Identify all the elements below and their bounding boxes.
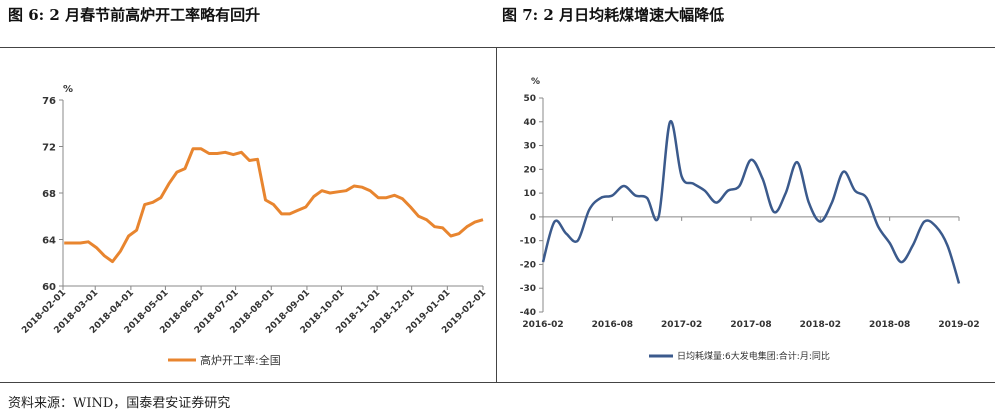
x-tick-label: 2017-02 <box>661 320 702 330</box>
x-tick-label: 2019-02 <box>938 320 979 330</box>
y-tick-label: 64 <box>42 236 56 247</box>
series-line-daily-coal-consumption <box>541 120 961 284</box>
y-tick-label: -20 <box>520 260 536 270</box>
y-axis-unit-label: % <box>63 84 73 95</box>
y-tick-label: 68 <box>42 189 56 200</box>
right-chart-panel: % -40 -30 -20 -10 0 10 20 30 40 50 2016-02 2016-08 20… <box>497 48 995 382</box>
left-chart-panel: % 60 64 68 72 76 2018-02-01 2018-03-01 2018-04-0… <box>0 48 496 382</box>
y-tick-label: -40 <box>520 308 536 318</box>
panel-divider <box>496 47 497 382</box>
x-tick-label: 2018-08 <box>869 320 910 330</box>
y-tick-label: 0 <box>530 213 536 223</box>
top-rule <box>0 47 995 48</box>
y-tick-label: 76 <box>42 96 56 107</box>
y-tick-label: 50 <box>523 94 536 104</box>
y-tick-label: 30 <box>523 142 536 152</box>
blast-furnace-utilization-chart: %60646872762018-02-012018-03-012018-04-0… <box>20 84 488 367</box>
y-tick-label: -30 <box>520 284 536 294</box>
x-tick-label: 2018-02 <box>800 320 841 330</box>
y-tick-label: 72 <box>42 143 56 154</box>
legend-label: 高炉开工率:全国 <box>200 353 281 367</box>
y-tick-label: 10 <box>523 189 536 199</box>
series-line-blast-furnace-utilization <box>64 147 484 264</box>
left-figure-title: 图 6: 2 月春节前高炉开工率略有回升 <box>8 6 261 24</box>
daily-coal-consumption-yoy-chart: % -40 -30 -20 -10 0 10 20 30 40 50 2016-02 2016-08 20… <box>520 77 980 362</box>
y-tick-label: 60 <box>42 282 56 293</box>
legend-label: 日均耗煤量:6大发电集团:合计:月:同比 <box>677 350 830 362</box>
y-axis-unit-label: % <box>531 77 540 87</box>
right-figure-title: 图 7: 2 月日均耗煤增速大幅降低 <box>502 6 725 24</box>
source-note: 资料来源：WIND，国泰君安证券研究 <box>8 396 231 411</box>
y-tick-label: 20 <box>523 165 536 175</box>
x-tick-label: 2016-02 <box>522 320 563 330</box>
bottom-rule <box>0 382 995 383</box>
y-tick-label: -10 <box>520 237 536 247</box>
x-tick-label: 2017-08 <box>730 320 771 330</box>
y-tick-label: 40 <box>523 118 536 128</box>
x-tick-label: 2016-08 <box>592 320 633 330</box>
